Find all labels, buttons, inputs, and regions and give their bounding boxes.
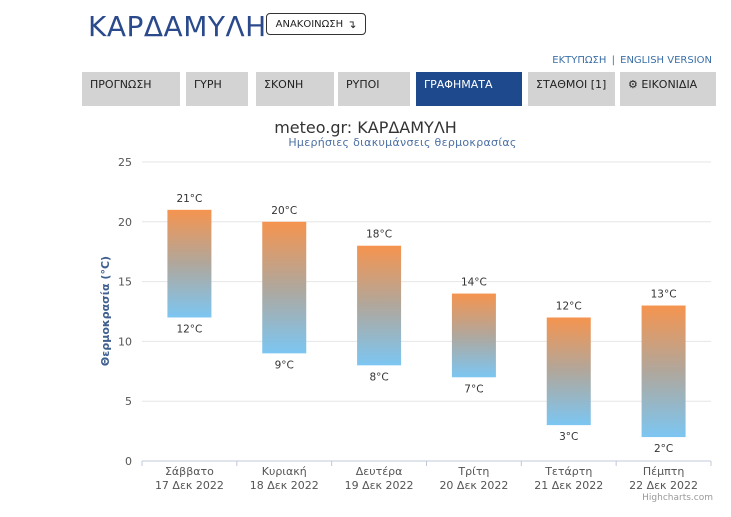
y-tick-label: 10 xyxy=(118,335,132,348)
x-tick-label-day: Σάββατο xyxy=(165,465,214,478)
max-temp-label: 12°C xyxy=(556,300,582,312)
tab-forecast[interactable]: ΠΡΟΓΝΩΣΗ xyxy=(82,72,180,106)
min-temp-label: 8°C xyxy=(369,371,388,383)
x-tick-label-day: Τετάρτη xyxy=(544,465,592,478)
tab-icons[interactable]: ⚙ ΕΙΚΟΝΙΔΙΑ xyxy=(620,72,716,106)
tab-label: ΡΥΠΟΙ xyxy=(346,78,380,91)
y-tick-label: 25 xyxy=(118,156,132,169)
tab-pollen[interactable]: ΓΥΡΗ xyxy=(186,72,248,106)
top-links: ΕΚΤΥΠΩΣΗ | ENGLISH VERSION xyxy=(552,55,712,66)
x-tick-label-date: 20 Δεκ 2022 xyxy=(439,479,508,492)
tab-stations[interactable]: ΣΤΑΘΜΟΙ [1] xyxy=(528,72,615,106)
print-link[interactable]: ΕΚΤΥΠΩΣΗ xyxy=(552,55,607,66)
link-separator: | xyxy=(611,55,615,66)
max-temp-label: 14°C xyxy=(461,277,487,289)
min-temp-label: 2°C xyxy=(654,443,673,455)
announce-label: ΑΝΑΚΟΙΝΩΣΗ xyxy=(275,18,344,30)
main-nav: ΠΡΟΓΝΩΣΗ ΓΥΡΗ ΣΚΟΝΗ ΡΥΠΟΙ ΓΡΑΦΗΜΑΤΑ ΣΤΑΘ… xyxy=(82,72,716,106)
y-tick-label: 15 xyxy=(118,276,132,289)
x-tick-label-date: 21 Δεκ 2022 xyxy=(534,479,603,492)
gear-icon: ⚙ xyxy=(628,78,638,91)
tab-label: ΣΚΟΝΗ xyxy=(264,78,304,91)
chart-title: meteo.gr: ΚΑΡΔΑΜΥΛΗ xyxy=(274,118,457,137)
x-tick-label-date: 19 Δεκ 2022 xyxy=(345,479,414,492)
temperature-range-bar[interactable] xyxy=(357,245,402,366)
arrow-down-turn-icon: ↴ xyxy=(347,17,357,31)
temperature-range-bar[interactable] xyxy=(641,305,686,438)
tab-label: ΓΡΑΦΗΜΑΤΑ xyxy=(424,78,493,91)
temperature-range-bar[interactable] xyxy=(546,317,591,426)
chart-credits[interactable]: Highcharts.com xyxy=(642,493,713,503)
x-tick-label-day: Πέμπτη xyxy=(643,465,684,478)
x-tick-label-date: 18 Δεκ 2022 xyxy=(250,479,319,492)
y-tick-label: 20 xyxy=(118,216,132,229)
english-version-link[interactable]: ENGLISH VERSION xyxy=(620,55,712,66)
min-temp-label: 7°C xyxy=(464,383,483,395)
chart-subtitle: Ημερήσιες διακυμάνσεις θερμοκρασίας xyxy=(288,136,517,149)
min-temp-label: 3°C xyxy=(559,431,578,443)
tab-dust[interactable]: ΣΚΟΝΗ xyxy=(256,72,334,106)
max-temp-label: 21°C xyxy=(176,193,202,205)
min-temp-label: 12°C xyxy=(176,323,202,335)
x-tick-label-date: 22 Δεκ 2022 xyxy=(629,479,698,492)
y-tick-label: 5 xyxy=(125,395,132,408)
temperature-range-bar[interactable] xyxy=(451,293,496,378)
max-temp-label: 20°C xyxy=(271,205,297,217)
tab-label: ΕΙΚΟΝΙΔΙΑ xyxy=(641,78,698,91)
temperature-range-bar[interactable] xyxy=(167,209,212,318)
x-tick-label-day: Τρίτη xyxy=(457,465,489,478)
tab-graphs[interactable]: ΓΡΑΦΗΜΑΤΑ xyxy=(416,72,522,106)
temperature-range-bar[interactable] xyxy=(262,221,307,354)
tab-label: ΣΤΑΘΜΟΙ [1] xyxy=(536,78,607,91)
y-tick-label: 0 xyxy=(125,455,132,468)
announce-button[interactable]: ΑΝΑΚΟΙΝΩΣΗ ↴ xyxy=(266,13,366,35)
y-axis-title: Θερμοκρασία (°C) xyxy=(99,256,112,366)
tab-label: ΓΥΡΗ xyxy=(194,78,222,91)
page-title: ΚΑΡΔΑΜΥΛΗ xyxy=(88,10,267,43)
x-tick-label-date: 17 Δεκ 2022 xyxy=(155,479,224,492)
max-temp-label: 13°C xyxy=(651,289,677,301)
x-tick-label-day: Δευτέρα xyxy=(356,465,403,478)
max-temp-label: 18°C xyxy=(366,229,392,241)
tab-pollutants[interactable]: ΡΥΠΟΙ xyxy=(338,72,410,106)
tab-label: ΠΡΟΓΝΩΣΗ xyxy=(90,78,152,91)
x-tick-label-day: Κυριακή xyxy=(262,465,307,478)
min-temp-label: 9°C xyxy=(275,359,294,371)
